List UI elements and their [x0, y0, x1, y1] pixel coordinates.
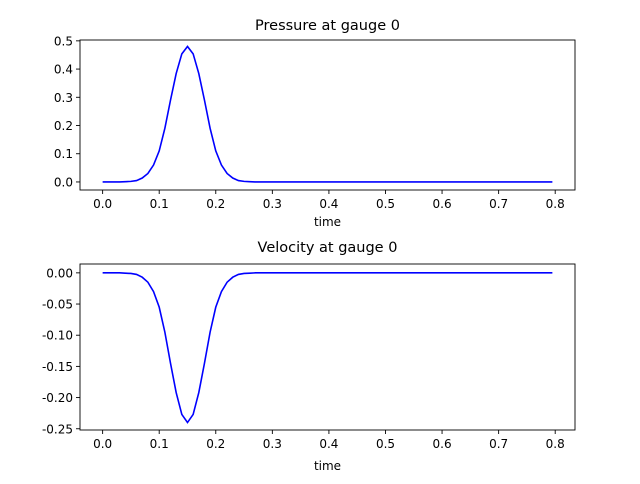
pressure-ytick-label: 0.0: [54, 175, 73, 189]
velocity-ytick-label: -0.10: [42, 329, 73, 343]
velocity-xtick-label: 0.6: [433, 437, 452, 451]
pressure-xlabel: time: [314, 215, 341, 229]
velocity-xtick-label: 0.2: [206, 437, 225, 451]
pressure-xtick-label: 0.7: [489, 197, 508, 211]
velocity-ytick-label: -0.05: [42, 298, 73, 312]
velocity-axes-frame: [79, 263, 576, 431]
pressure-axes-frame: [79, 39, 576, 191]
pressure-xtick-label: 0.2: [206, 197, 225, 211]
pressure-xtick-label: 0.0: [93, 197, 112, 211]
pressure-ytick-label: 0.1: [54, 147, 73, 161]
velocity-xtick-label: 0.4: [319, 437, 338, 451]
velocity-xtick-label: 0.0: [93, 437, 112, 451]
pressure-xtick-label: 0.5: [376, 197, 395, 211]
pressure-xtick-label: 0.6: [433, 197, 452, 211]
pressure-axes: Pressure at gauge 0 time 0.0 0.1 0.2 0.3 0.4…: [54, 18, 576, 229]
velocity-axes: Velocity at gauge 0 time 0.0 0.1 0.2 0.3 0.4…: [42, 240, 576, 473]
pressure-ytick-label: 0.3: [54, 91, 73, 105]
velocity-ytick-label: 0.00: [46, 266, 73, 280]
pressure-xtick-label: 0.3: [263, 197, 282, 211]
pressure-ytick-label: 0.4: [54, 63, 73, 77]
velocity-xtick-label: 0.8: [546, 437, 565, 451]
velocity-xtick-label: 0.3: [263, 437, 282, 451]
pressure-ytick-label: 0.5: [54, 34, 73, 48]
velocity-title: Velocity at gauge 0: [258, 240, 398, 256]
velocity-series-line: [102, 272, 553, 424]
velocity-xtick-label: 0.1: [150, 437, 169, 451]
velocity-ytick-label: -0.25: [42, 422, 73, 436]
velocity-xtick-label: 0.7: [489, 437, 508, 451]
velocity-xtick-label: 0.5: [376, 437, 395, 451]
velocity-ytick-label: -0.15: [42, 360, 73, 374]
velocity-xlabel: time: [314, 459, 341, 473]
pressure-title: Pressure at gauge 0: [255, 18, 400, 34]
pressure-xtick-label: 0.8: [546, 197, 565, 211]
pressure-series-line: [102, 45, 553, 183]
pressure-xtick-label: 0.1: [150, 197, 169, 211]
pressure-xtick-label: 0.4: [319, 197, 338, 211]
velocity-ytick-label: -0.20: [42, 391, 73, 405]
pressure-ytick-label: 0.2: [54, 119, 73, 133]
